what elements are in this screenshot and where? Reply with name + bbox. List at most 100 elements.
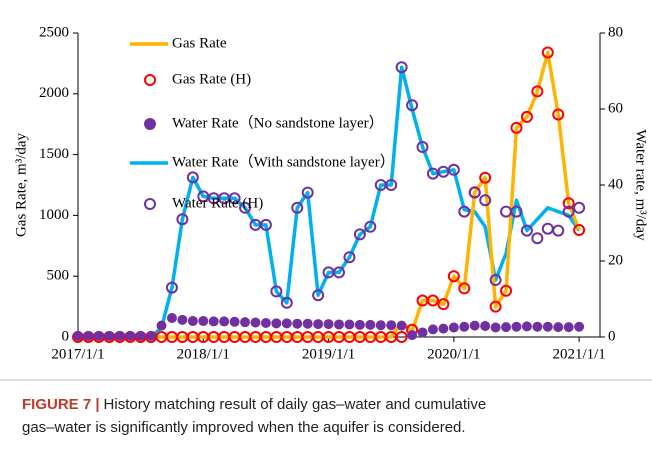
caption-label: FIGURE 7 | — [22, 396, 100, 413]
x-tick-label: 2018/1/1 — [177, 346, 230, 362]
data-point — [125, 330, 136, 341]
y2-tick-label: 0 — [608, 328, 616, 344]
data-point — [563, 322, 574, 333]
data-point — [302, 318, 313, 329]
data-point — [520, 110, 533, 123]
data-point — [354, 319, 365, 330]
data-point — [292, 318, 303, 329]
data-point — [344, 319, 355, 330]
data-point — [323, 319, 334, 330]
y-axis-title: Gas Rate, m³/day — [13, 132, 29, 237]
data-point — [531, 85, 544, 98]
data-point — [562, 197, 575, 210]
data-point — [104, 330, 115, 341]
y-tick-label: 2000 — [39, 85, 69, 101]
data-point — [313, 319, 324, 330]
data-point — [93, 330, 104, 341]
data-point — [531, 232, 544, 245]
data-point — [552, 224, 565, 237]
data-point — [437, 298, 450, 311]
caption-line: gas–water is significantly improved when… — [22, 419, 466, 436]
data-point — [407, 330, 418, 341]
data-point — [396, 320, 407, 331]
legend-label: Water Rate (H) — [172, 195, 263, 211]
data-point — [480, 320, 491, 331]
data-point — [156, 320, 167, 331]
data-point — [135, 330, 146, 341]
data-point — [573, 223, 586, 236]
data-point — [114, 330, 125, 341]
legend-label: Water Rate（No sandstone layer） — [172, 114, 384, 131]
data-point — [177, 314, 188, 325]
data-point — [459, 321, 470, 332]
data-point — [500, 284, 513, 297]
legend-label: Water Rate（With sandstone layer） — [172, 153, 395, 170]
y2-tick-label: 20 — [608, 252, 623, 268]
data-point — [365, 319, 376, 330]
data-point — [280, 296, 293, 309]
data-point — [458, 205, 471, 218]
data-point — [479, 171, 492, 184]
series-line — [78, 50, 581, 339]
data-point — [187, 316, 198, 327]
legend-swatch — [144, 198, 156, 210]
data-point — [541, 46, 554, 59]
caption: FIGURE 7 | History matching result of dai… — [22, 396, 486, 413]
data-point — [259, 218, 272, 231]
legend-label: Gas Rate — [172, 35, 227, 51]
data-point — [333, 266, 345, 279]
data-point — [364, 220, 377, 233]
y2-axis-title: Water rate, m³/day — [633, 129, 649, 241]
data-point — [343, 251, 356, 264]
data-point — [521, 321, 532, 332]
data-point — [395, 61, 408, 74]
data-point — [219, 316, 230, 327]
data-point — [228, 192, 241, 205]
data-point — [489, 300, 502, 313]
data-point — [511, 321, 522, 332]
y-tick-label: 0 — [62, 328, 70, 344]
data-point — [239, 201, 252, 214]
data-point — [312, 289, 325, 302]
data-point — [250, 317, 261, 328]
y-tick-label: 2500 — [39, 24, 69, 40]
data-point — [490, 322, 501, 333]
data-point — [510, 205, 523, 218]
data-point — [542, 321, 553, 332]
caption-line: History matching result of daily gas–wat… — [104, 396, 487, 413]
data-point — [417, 327, 428, 338]
legend-swatch — [144, 118, 156, 130]
y2-tick-label: 80 — [608, 24, 623, 40]
data-point — [260, 317, 271, 328]
data-point — [271, 318, 282, 329]
data-point — [353, 228, 366, 241]
y-tick-label: 1000 — [39, 207, 69, 223]
data-point — [208, 316, 219, 327]
data-point — [229, 316, 240, 327]
data-point — [198, 316, 209, 327]
data-point — [562, 205, 575, 218]
y2-tick-label: 40 — [608, 176, 623, 192]
data-point — [426, 294, 439, 307]
data-point — [83, 330, 94, 341]
data-point — [301, 186, 314, 199]
data-point — [447, 270, 460, 283]
legend-swatch — [144, 74, 156, 86]
data-point — [240, 317, 251, 328]
data-point — [406, 99, 419, 112]
data-point — [385, 179, 398, 191]
x-tick-label: 2020/1/1 — [427, 346, 480, 362]
data-point — [291, 201, 304, 214]
data-point — [574, 321, 585, 332]
data-point — [73, 330, 83, 341]
y-tick-label: 1500 — [39, 146, 69, 162]
data-point — [447, 163, 460, 176]
data-point — [479, 194, 492, 207]
data-point — [176, 213, 189, 226]
data-point — [510, 121, 523, 134]
data-point — [281, 318, 292, 329]
data-point — [386, 320, 397, 331]
x-tick-label: 2017/1/1 — [51, 346, 104, 362]
data-point — [416, 141, 429, 153]
